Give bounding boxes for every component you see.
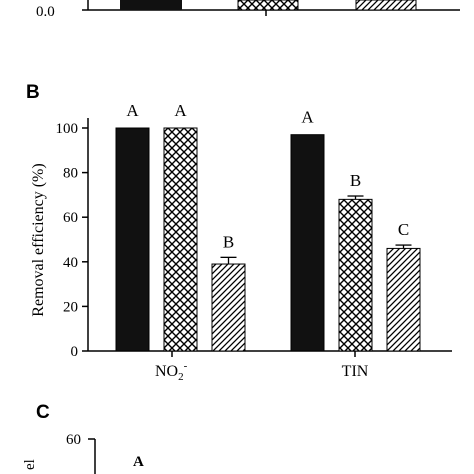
bar-g1-s0 [290, 134, 325, 352]
bottom-significance-letter: A [133, 454, 144, 470]
y-tick-label-3: 60 [63, 210, 78, 226]
top-fragment: 0.0 [36, 0, 460, 20]
bar-g0-s2 [211, 263, 246, 352]
bottom-fragment: 60 A el [22, 432, 144, 474]
significance-letter-g0-s2: B [223, 232, 234, 251]
group-label-tin: TIN [342, 363, 369, 380]
bar-g1-s2 [386, 247, 421, 352]
bar-g0-s1 [163, 127, 198, 352]
y-axis-label: Removal efficiency (%) [30, 163, 47, 316]
top-tick-label: 0.0 [36, 4, 55, 20]
top-bar-cross [237, 0, 299, 11]
significance-letter-g1-s1: B [350, 171, 361, 190]
y-tick-label-5: 100 [56, 121, 79, 137]
top-bar-solid [120, 0, 182, 10]
y-tick-label-0: 0 [71, 344, 79, 360]
bottom-ylabel-fragment: el [22, 459, 38, 470]
group-label-no2: NO2- [155, 360, 188, 383]
significance-letter-g0-s1: A [174, 101, 187, 120]
bottom-tick-label: 60 [66, 432, 81, 448]
significance-letter-g1-s0: A [301, 108, 314, 127]
y-tick-label-1: 20 [63, 299, 78, 315]
significance-letter-g0-s0: A [126, 101, 139, 120]
bar-g1-s1 [338, 198, 373, 352]
y-tick-label-2: 40 [63, 255, 78, 271]
top-bar-diag [355, 0, 417, 11]
panel-letter-b: B [26, 82, 40, 103]
chart-panel-b: Removal efficiency (%) 0 20 40 60 80 100 A A B A… [30, 101, 452, 383]
significance-letter-g1-s2: C [398, 220, 409, 239]
panel-letter-c: C [36, 402, 50, 423]
y-tick-label-4: 80 [63, 166, 78, 182]
bar-g0-s0 [115, 127, 150, 352]
